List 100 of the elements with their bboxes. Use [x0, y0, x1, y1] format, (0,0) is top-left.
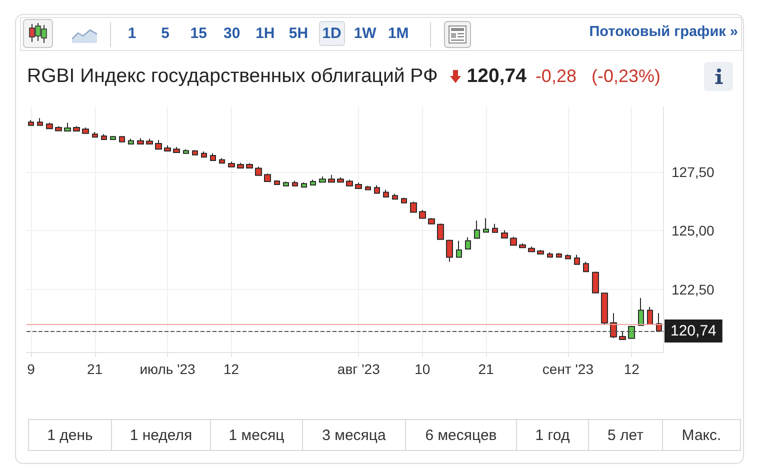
candlestick [155, 139, 162, 150]
candlestick [92, 131, 98, 138]
text: (-0,23%) [591, 66, 660, 87]
candlestick [437, 223, 444, 240]
candlestick [492, 223, 498, 234]
candlestick [264, 173, 271, 182]
candlestick [483, 218, 489, 234]
x-tick-label: июль '23 [140, 361, 196, 377]
candlestick [383, 189, 389, 198]
candlestick [237, 162, 244, 169]
x-tick-label: 12 [223, 361, 240, 377]
candlestick [547, 252, 553, 258]
text: Макс. [682, 426, 722, 444]
candlestick [392, 193, 398, 200]
candlestick [110, 135, 116, 140]
candlestick [401, 197, 407, 204]
y-tick-label: 125,00 [672, 222, 715, 239]
candlestick [419, 209, 426, 220]
candlestick [192, 150, 198, 156]
candlestick [446, 239, 453, 262]
text: Потоковый график » [589, 24, 738, 40]
text: -0,28 [535, 66, 576, 87]
x-tick-label: 12 [624, 361, 640, 377]
candlestick [46, 122, 53, 130]
candlestick [319, 176, 326, 184]
text: 120,74 [466, 65, 526, 88]
candlestick [137, 138, 144, 145]
y-tick-label: 122,50 [672, 282, 715, 298]
candlestick [619, 330, 626, 340]
candlestick [365, 185, 371, 191]
candlestick [346, 179, 353, 187]
text: 1 [119, 21, 145, 46]
candlestick [228, 161, 235, 168]
candlestick [537, 249, 544, 255]
text: 5 [152, 21, 178, 46]
candlestick [283, 181, 289, 187]
candlestick [519, 242, 526, 249]
candlestick [101, 134, 107, 140]
text: 15 [186, 21, 212, 46]
text: 5 лет [608, 426, 644, 444]
ref-line-label: 120,74 [670, 322, 716, 340]
text: 30 [218, 21, 245, 46]
candlestick [146, 138, 153, 145]
candlestick [246, 162, 253, 169]
x-tick-label: авг '23 [337, 361, 380, 377]
candlestick [73, 126, 80, 132]
candlestick [528, 246, 535, 253]
text: 1 неделя [130, 426, 192, 444]
candlestick [128, 138, 134, 145]
candlestick [310, 179, 316, 186]
candlestick [183, 148, 189, 154]
text: 5H [286, 21, 312, 46]
x-tick-label: 9 [27, 361, 36, 377]
y-tick-label: 127,50 [672, 164, 715, 180]
candlestick [328, 174, 335, 184]
candlestick [556, 252, 562, 258]
candlestick [337, 176, 344, 184]
text: 3 месяца [322, 426, 386, 444]
candlestick [638, 298, 644, 326]
candlestick [274, 180, 280, 186]
candlestick [28, 119, 34, 126]
candlestick [628, 325, 635, 340]
text: 1M [385, 21, 412, 46]
candlestick [355, 182, 362, 190]
text: 1D [318, 21, 345, 46]
candlestick [647, 306, 653, 325]
candlestick [255, 166, 262, 176]
candlestick [574, 254, 580, 266]
candlestick [210, 152, 216, 162]
candlestick [164, 144, 171, 152]
x-tick-label: сент '23 [542, 361, 594, 377]
x-tick-label: 21 [86, 361, 103, 377]
candlestick [565, 254, 571, 260]
text: 6 месяцев [425, 426, 497, 444]
candlestick [592, 271, 599, 294]
text: 1 день [47, 426, 93, 444]
candlestick [501, 230, 508, 239]
x-tick-label: 10 [414, 361, 430, 377]
text: 1H [252, 21, 278, 46]
text: 1 месяц [228, 426, 284, 444]
candlestick [292, 180, 298, 187]
candlestick [173, 146, 180, 154]
candlestick [374, 184, 380, 194]
candlestick [456, 240, 462, 258]
candlestick [428, 217, 435, 225]
text: 1 год [535, 426, 570, 444]
candlestick [583, 261, 589, 273]
candlestick [37, 118, 43, 126]
candlestick [465, 236, 471, 250]
candlestick [510, 236, 517, 246]
x-tick-label: 21 [478, 361, 494, 377]
candlestick [55, 126, 62, 132]
candlestick [82, 126, 89, 134]
candlestick [474, 220, 480, 240]
text: 1W [352, 21, 378, 46]
candlestick [301, 182, 307, 188]
candlestick [601, 292, 608, 326]
candlestick [64, 122, 71, 132]
candlestick [410, 201, 417, 214]
candlestick [219, 158, 225, 164]
